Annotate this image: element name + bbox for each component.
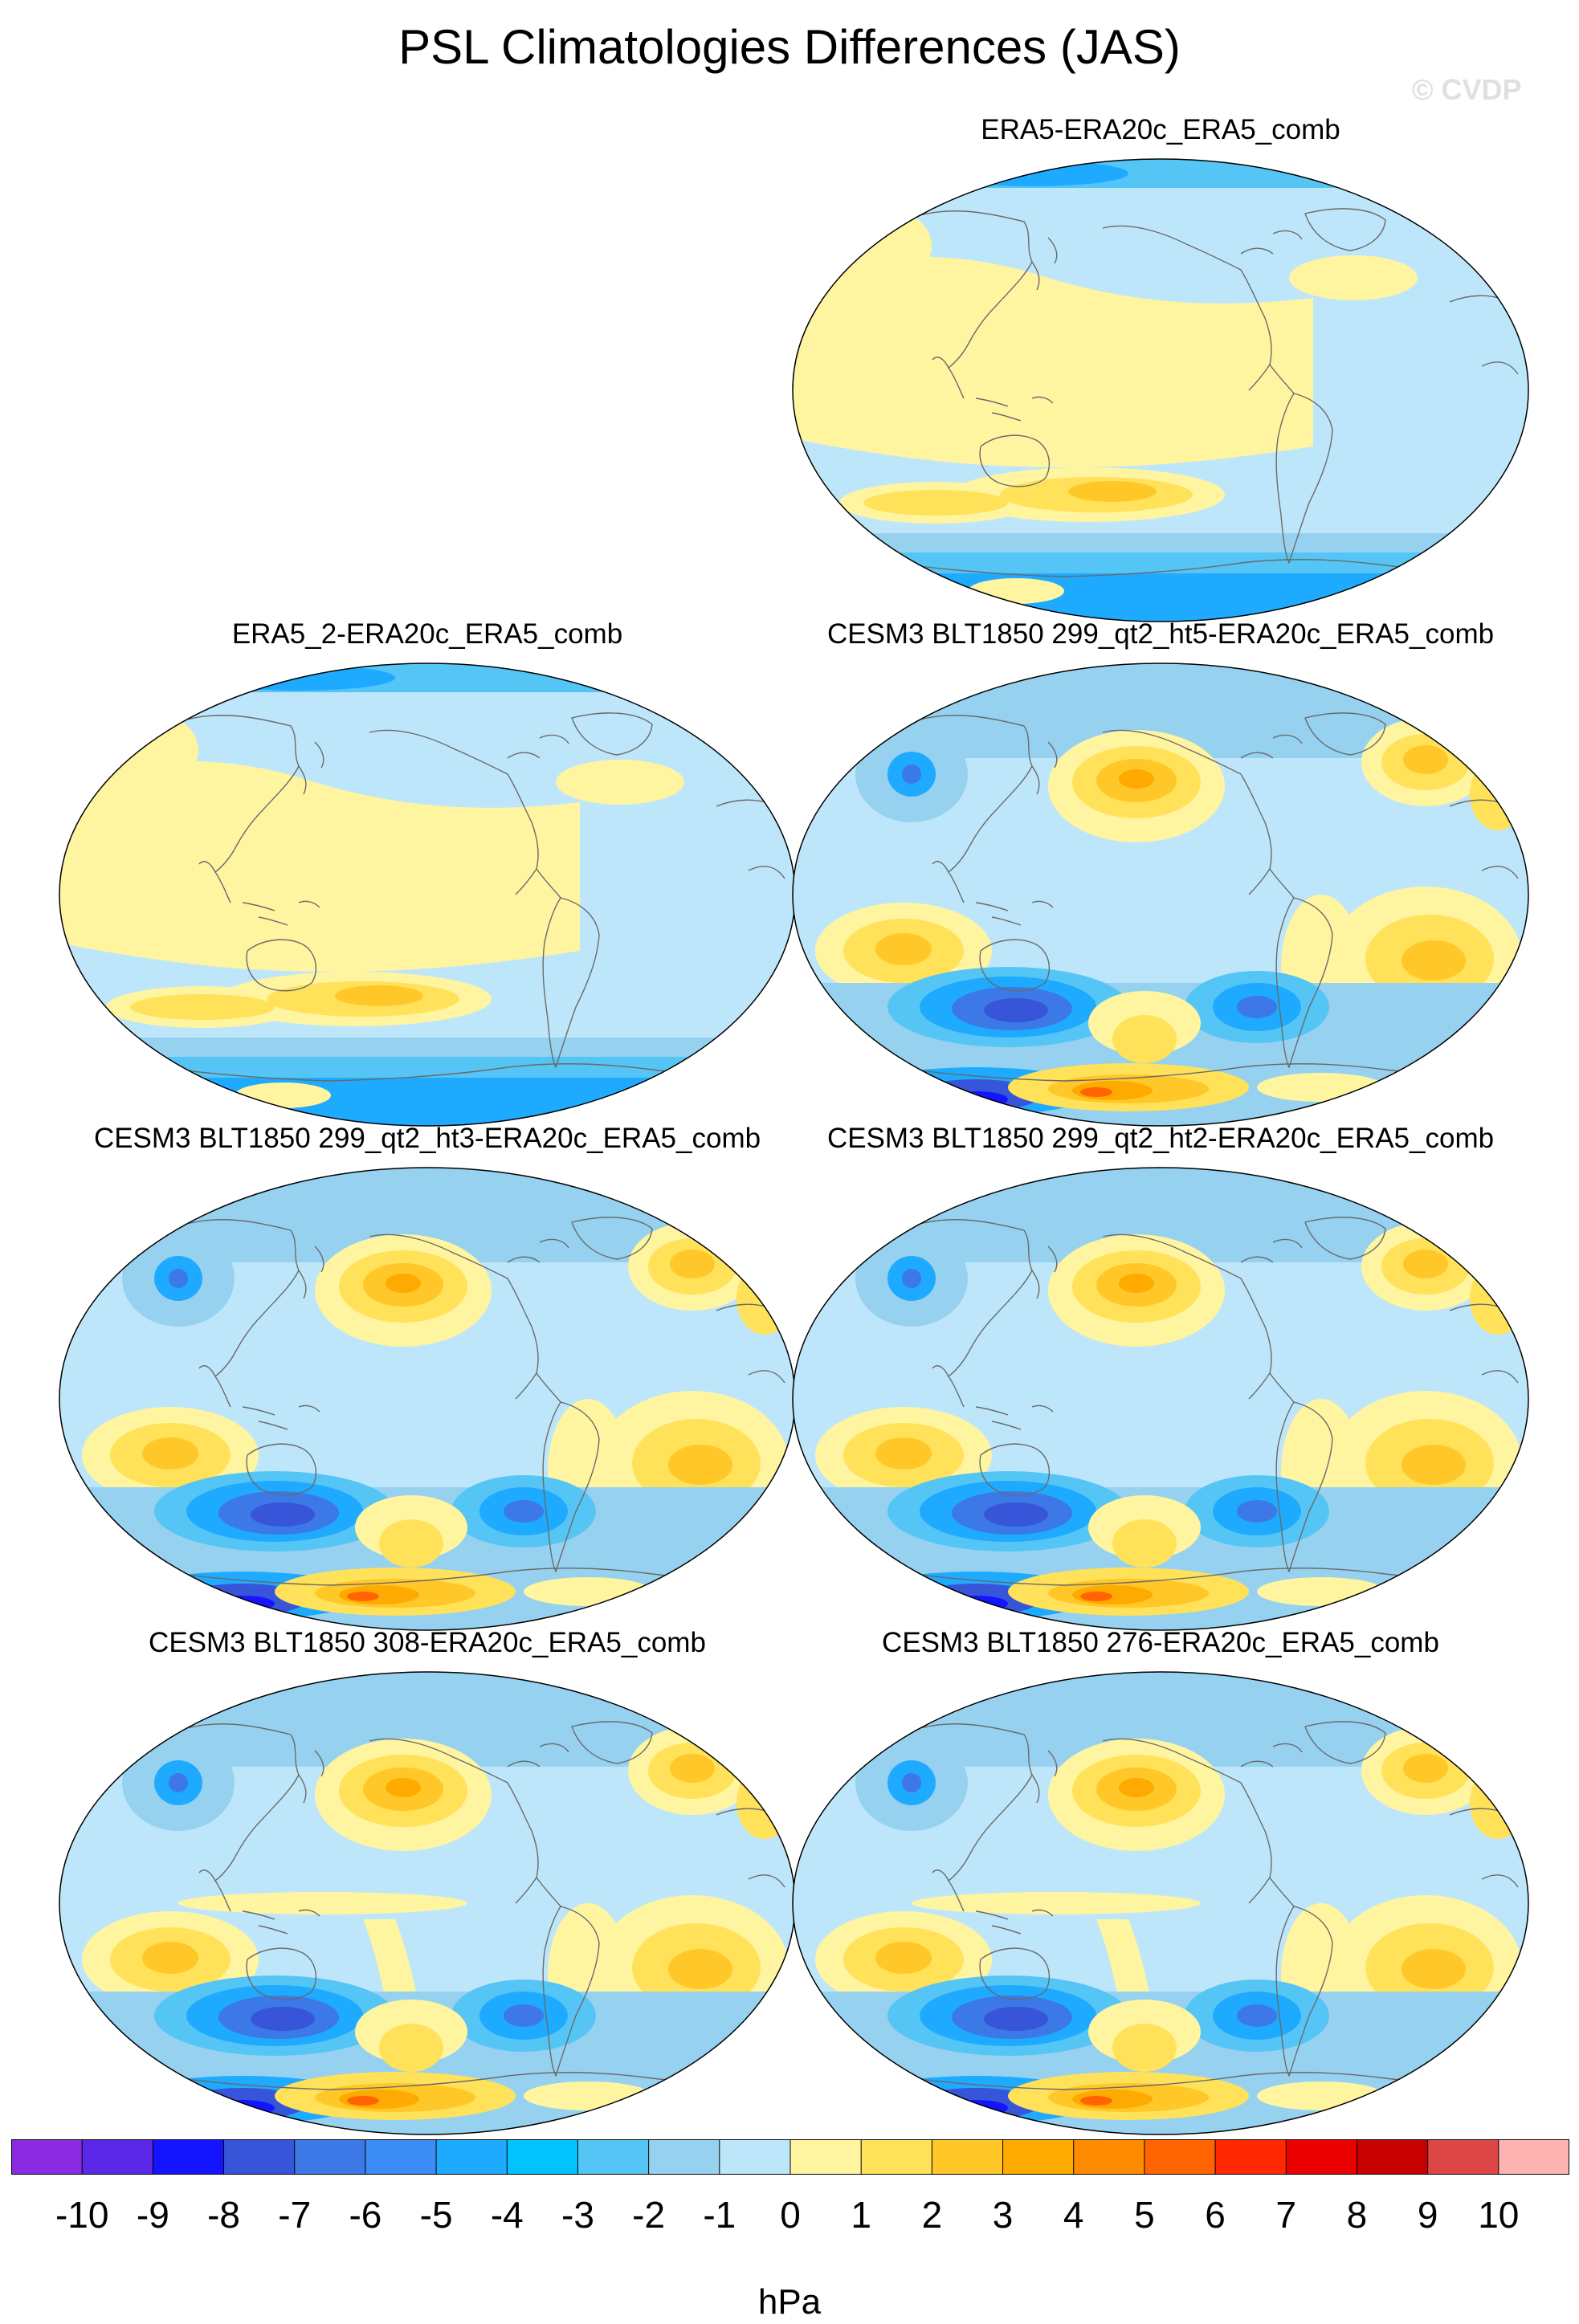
world-map — [792, 663, 1529, 1127]
map-outline — [792, 663, 1529, 1127]
colorbar-tick-label: -10 — [55, 2194, 108, 2236]
colorbar-tick-label: -4 — [491, 2194, 524, 2236]
colorbar-tick-label: -9 — [137, 2194, 169, 2236]
colorbar-tick-label: 8 — [1347, 2194, 1368, 2236]
colorbar-tick-label: -7 — [278, 2194, 311, 2236]
colorbar-swatch — [1073, 2139, 1145, 2175]
panel-title: CESM3 BLT1850 299_qt2_ht3-ERA20c_ERA5_co… — [93, 1123, 761, 1154]
colorbar-tick-label: 7 — [1275, 2194, 1296, 2236]
map-outline — [792, 1671, 1529, 2135]
world-map — [59, 1167, 796, 1631]
colorbar-swatch — [1357, 2139, 1429, 2175]
panel-title: CESM3 BLT1850 299_qt2_ht2-ERA20c_ERA5_co… — [826, 1123, 1495, 1154]
panel-title: ERA5_2-ERA20c_ERA5_comb — [231, 618, 623, 650]
colorbar-swatch — [861, 2139, 932, 2175]
colorbar-swatch — [1215, 2139, 1287, 2175]
colorbar-swatch — [790, 2139, 862, 2175]
colorbar-swatch — [11, 2139, 83, 2175]
colorbar-swatch — [1002, 2139, 1075, 2175]
colorbar-swatch — [153, 2139, 225, 2175]
colorbar-swatch — [436, 2139, 508, 2175]
colorbar-swatch — [1498, 2139, 1569, 2175]
colorbar: -10 -9 -8 -7 -6 -5 -4 -3 -2 -1 0 1 2 3 4 5 6 7 8 9 10 — [11, 2139, 1569, 2236]
colorbar-tick-label: 9 — [1418, 2194, 1438, 2236]
colorbar-swatch — [365, 2139, 437, 2175]
world-map — [792, 158, 1529, 622]
colorbar-swatch — [719, 2139, 791, 2175]
colorbar-swatch — [507, 2139, 578, 2175]
colorbar-swatch — [1427, 2139, 1499, 2175]
colorbar-tick-label: -6 — [349, 2194, 381, 2236]
panel-title: CESM3 BLT1850 308-ERA20c_ERA5_comb — [149, 1627, 706, 1658]
world-map — [792, 1167, 1529, 1631]
colorbar-tick-label: 10 — [1478, 2194, 1519, 2236]
panel-title: CESM3 BLT1850 299_qt2_ht5-ERA20c_ERA5_co… — [826, 618, 1495, 650]
colorbar-tick-label: 3 — [993, 2194, 1014, 2236]
colorbar-tick-label: 6 — [1205, 2194, 1226, 2236]
psl-field — [59, 663, 795, 1126]
psl-field — [793, 1168, 1528, 1630]
colorbar-tick-label: 1 — [851, 2194, 871, 2236]
colorbar-tick-label: 2 — [922, 2194, 943, 2236]
psl-field — [793, 663, 1528, 1126]
colorbar-tick-label: -1 — [703, 2194, 736, 2236]
panel-title: ERA5-ERA20c_ERA5_comb — [981, 114, 1340, 145]
colorbar-units: hPa — [757, 2282, 822, 2322]
colorbar-swatch — [648, 2139, 720, 2175]
map-outline — [792, 158, 1529, 622]
figure-title: PSL Climatologies Differences (JAS) — [398, 20, 1181, 74]
colorbar-tick-label: -5 — [420, 2194, 453, 2236]
world-map — [59, 1671, 796, 2135]
colorbar-swatch — [223, 2139, 296, 2175]
colorbar-tick-label: 5 — [1134, 2194, 1155, 2236]
world-map — [792, 1671, 1529, 2135]
psl-field — [59, 1672, 795, 2134]
map-outline — [792, 1167, 1529, 1631]
world-map — [59, 663, 796, 1127]
colorbar-swatch — [1144, 2139, 1216, 2175]
psl-field — [59, 1168, 795, 1630]
colorbar-swatch — [294, 2139, 366, 2175]
colorbar-swatch — [577, 2139, 650, 2175]
colorbar-tick-label: -2 — [632, 2194, 665, 2236]
colorbar-swatch — [82, 2139, 153, 2175]
psl-field — [793, 159, 1528, 622]
panel-title: CESM3 BLT1850 276-ERA20c_ERA5_comb — [882, 1627, 1439, 1658]
watermark: © CVDP — [1412, 73, 1522, 106]
colorbar-swatch — [932, 2139, 1004, 2175]
psl-field — [793, 1672, 1528, 2134]
colorbar-tick-label: -3 — [561, 2194, 594, 2236]
colorbar-swatch — [1286, 2139, 1357, 2175]
colorbar-tick-label: 0 — [780, 2194, 801, 2236]
colorbar-tick-label: 4 — [1063, 2194, 1084, 2236]
colorbar-tick-label: -8 — [207, 2194, 240, 2236]
